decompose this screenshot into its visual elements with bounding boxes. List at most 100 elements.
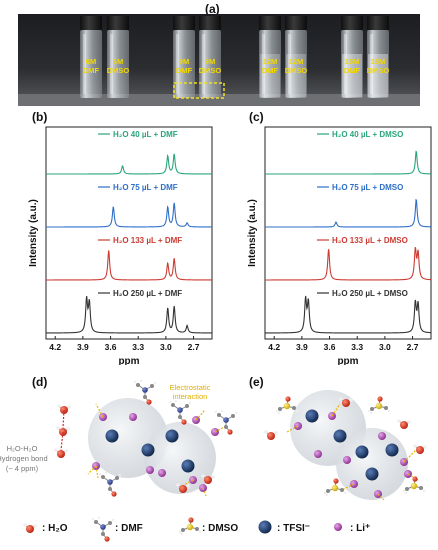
vial-label-solvent: DMF [176, 66, 193, 75]
dmso-molecule [275, 396, 299, 415]
vial-label-solvent: DMSO [199, 66, 222, 75]
electrostatic-label-1: Electrostatic [170, 383, 211, 392]
series-label: H₂O 133 µL + DMF [113, 236, 182, 245]
dmf-icon [91, 516, 115, 542]
legend-label: : H₂O [42, 523, 68, 534]
vial-label-solvent: DMF [83, 66, 100, 75]
tfsi-anion [355, 445, 369, 459]
water-molecule [397, 419, 411, 429]
x-tick-label: 4.2 [268, 342, 280, 352]
vial-label-molarity: 12M [289, 57, 304, 66]
x-tick-label: 3.0 [160, 342, 172, 352]
tfsi-anion [181, 459, 195, 473]
dmf-molecule [214, 409, 238, 435]
solvation-sphere [336, 428, 408, 500]
tfsi-anion [365, 467, 379, 481]
water-molecule [23, 523, 37, 533]
li-icon [334, 523, 342, 531]
dmso-molecule [367, 396, 391, 415]
dmf-molecule [98, 471, 122, 497]
dmso-molecule [323, 478, 347, 497]
x-tick-label: 3.6 [105, 342, 117, 352]
vial-label-solvent: DMF [262, 66, 279, 75]
highlight-box [173, 82, 225, 99]
series-label: H₂O 40 µL + DMSO [332, 130, 403, 139]
x-tick-label: 2.7 [188, 342, 200, 352]
li-cation [129, 413, 137, 421]
dmf-molecule [133, 379, 157, 405]
spectrum-line [46, 202, 212, 228]
x-tick-label: 2.7 [407, 342, 419, 352]
hbond-label-3: (~ 4 ppm) [6, 464, 39, 473]
dmf-molecule [91, 516, 115, 542]
vial-photo: 6MDMF6MDMSO9MDMF9MDMSO12MDMF12MDMSO15MDM… [18, 14, 420, 106]
li-cation [334, 523, 342, 531]
li-cation [314, 450, 322, 458]
solvation-sphere [144, 422, 216, 494]
y-axis-label: Intensity (a.u.) [247, 199, 258, 267]
nmr-chart-dmf: Intensity (a.u.) ppm 4.2 3.9 3.6 3.3 3.0 2.7 H₂O… [28, 126, 213, 365]
dmf-molecule [168, 399, 192, 425]
x-tick-label: 3.9 [77, 342, 89, 352]
vial-label-molarity: 15M [371, 57, 386, 66]
nmr-chart-dmso: Intensity (a.u.) ppm 4.2 3.9 3.6 3.3 3.0 2.7 H₂O… [247, 126, 432, 365]
hbond-label-2: Hydrogen bond [0, 454, 48, 463]
li-cation [158, 469, 166, 477]
hbond-label-1: H₂O-H₂O [7, 444, 38, 453]
dmso-molecule [178, 517, 202, 536]
tfsi-anion [385, 443, 399, 457]
spectrum-line [265, 247, 432, 281]
y-axis-label: Intensity (a.u.) [28, 199, 39, 267]
legend-label: : TFSI⁻ [277, 523, 310, 534]
water-molecule [57, 404, 71, 414]
plot-frame [264, 126, 432, 340]
water-molecule [339, 397, 353, 407]
water-molecule [176, 483, 190, 493]
vial-label-molarity: 9M [179, 57, 189, 66]
panel-label-e: (e) [249, 375, 264, 389]
spectrum-line [46, 153, 212, 175]
tfsi-anion [333, 429, 347, 443]
legend-label: : DMF [115, 523, 143, 534]
panel-label-b: (b) [32, 110, 48, 124]
vial-label-solvent: DMSO [285, 66, 308, 75]
vial-label-solvent: DMSO [367, 66, 390, 75]
tfsi-anion [258, 520, 272, 534]
legend-label: : DMSO [202, 523, 238, 534]
li-cation [146, 466, 154, 474]
water-molecule [413, 444, 427, 454]
tfsi-anion [141, 443, 155, 457]
x-tick-label: 3.3 [351, 342, 363, 352]
legend-label: : Li⁺ [350, 523, 370, 534]
legend: : H₂O : DMF : DMSO : TFSI⁻ : Li⁺ [23, 516, 370, 542]
tfsi-anion [105, 429, 119, 443]
series-label: H₂O 40 µL + DMF [113, 130, 178, 139]
tfsi-icon [258, 520, 272, 534]
electrostatic-label-2: interaction [173, 392, 208, 401]
x-axis-label: ppm [118, 356, 139, 365]
vial-label-molarity: 6M [86, 57, 96, 66]
series-label: H₂O 133 µL + DMSO [332, 236, 408, 245]
vial-label-molarity: 15M [345, 57, 360, 66]
tfsi-anion [305, 409, 319, 423]
spectrum-line [265, 150, 432, 175]
x-axis-label: ppm [337, 356, 358, 365]
series-label: H₂O 250 µL + DMF [113, 289, 182, 298]
water-molecule [54, 448, 68, 458]
x-tick-label: 3.0 [379, 342, 391, 352]
panel-label-a: (a) [205, 2, 220, 16]
tfsi-anion [165, 429, 179, 443]
x-tick-label: 3.6 [324, 342, 336, 352]
spectrum-line [46, 295, 212, 334]
spectrum-line [265, 198, 432, 228]
spectrum-line [265, 295, 432, 334]
solvation-diagram: Electrostatic interaction H₂O-H₂O Hydrog… [0, 379, 427, 501]
vial-label-molarity: 12M [263, 57, 278, 66]
